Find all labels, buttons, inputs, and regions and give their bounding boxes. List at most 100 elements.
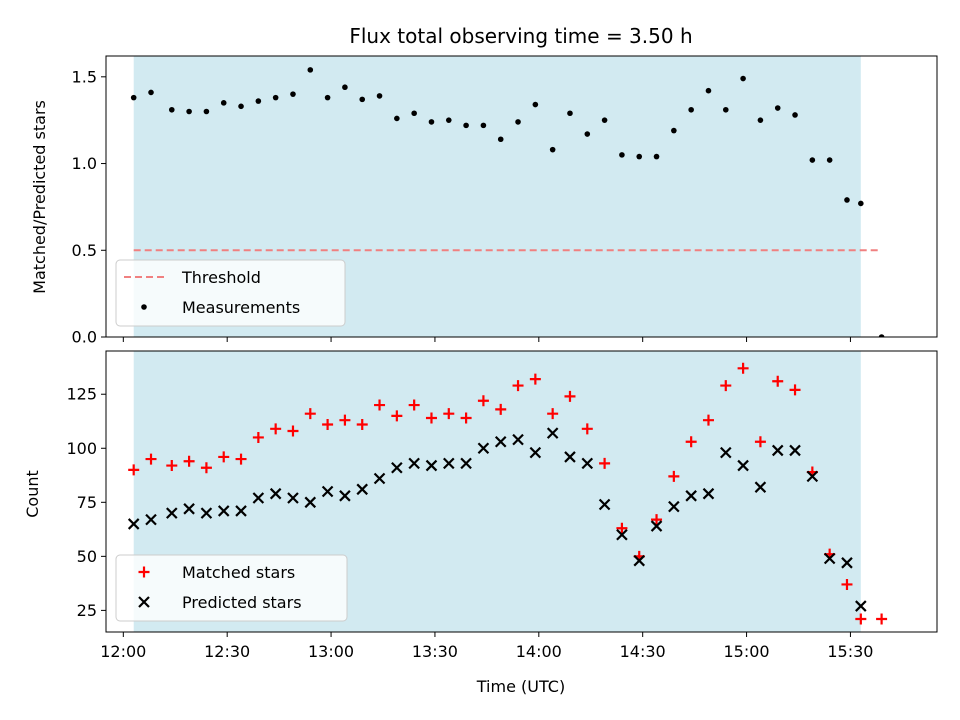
matched-stars-point: [685, 436, 697, 448]
measurement-point: [324, 94, 331, 101]
measurement-point: [549, 146, 556, 153]
predicted-stars-point: [183, 503, 195, 515]
measurement-point: [130, 94, 137, 101]
predicted-stars-point: [339, 490, 351, 502]
measurement-point: [653, 153, 660, 160]
x-tick-label: 13:30: [412, 642, 458, 661]
matched-stars-point: [495, 403, 507, 415]
predicted-stars-point: [737, 459, 749, 472]
matched-stars-point: [547, 408, 559, 420]
predicted-stars-point: [269, 487, 282, 500]
x-axis-label: Time (UTC): [476, 677, 565, 696]
measurement-point: [238, 103, 244, 110]
y-tick-label: 0.5: [72, 241, 97, 260]
x-tick-label: 15:00: [724, 642, 770, 661]
predicted-stars-point: [494, 436, 507, 448]
predicted-stars-point: [356, 483, 369, 496]
top-panel: 0.0 0.5 1.0 1.5 Threshold Measurements: [72, 55, 938, 347]
measurement-point: [497, 136, 504, 143]
legend-label: Predicted stars: [182, 593, 302, 612]
predicted-stars-point: [720, 446, 732, 459]
matched-stars-point: [200, 462, 212, 474]
matched-stars-point: [304, 408, 316, 420]
predicted-stars-point: [702, 487, 715, 500]
predicted-stars-point: [127, 518, 140, 530]
measurement-point: [376, 93, 383, 99]
y-tick-label: 75: [77, 493, 97, 512]
measurement-point: [445, 117, 452, 123]
top-y-axis-label: Matched/Predicted stars: [30, 100, 49, 294]
matched-stars-point: [772, 375, 784, 387]
x-tick-label: 13:00: [308, 642, 354, 661]
predicted-stars-point: [217, 505, 230, 517]
predicted-stars-point: [443, 457, 455, 470]
measurement-point: [809, 157, 816, 163]
measurement-point: [878, 334, 885, 337]
measurement-point: [480, 122, 487, 129]
matched-stars-point: [651, 514, 663, 526]
legend: Matched stars Predicted stars: [115, 554, 348, 622]
x-tick-label: 15:30: [827, 642, 873, 661]
measurement-point: [722, 106, 729, 113]
matched-stars-point: [855, 613, 867, 625]
chart-title: Flux total observing time = 3.50 h: [349, 24, 692, 48]
matched-stars-point: [145, 453, 157, 465]
matched-stars-point: [166, 460, 178, 472]
x-tick-label: 14:00: [516, 642, 562, 661]
measurement-point: [774, 105, 781, 111]
matched-stars-point: [128, 464, 140, 476]
measurement-point: [463, 122, 469, 129]
predicted-stars-point: [321, 485, 334, 498]
predicted-stars-point: [235, 505, 247, 517]
measurement-point: [186, 108, 192, 115]
matched-stars-point: [529, 373, 541, 385]
measurement-point: [858, 200, 864, 207]
measurement-point: [705, 87, 712, 94]
predicted-stars-point: [287, 492, 299, 504]
y-tick-label: 0.0: [72, 328, 97, 347]
legend-label: Measurements: [182, 298, 300, 317]
measurement-point: [567, 110, 573, 117]
predicted-stars-point: [425, 459, 438, 472]
measurement-point: [601, 117, 608, 123]
measurement-point: [168, 106, 175, 113]
predicted-stars-point: [855, 600, 867, 612]
matched-stars-point: [183, 455, 195, 467]
predicted-stars-point: [650, 520, 663, 532]
predicted-stars-point: [771, 444, 784, 457]
measurement-point: [290, 91, 296, 97]
measurement-point: [428, 119, 435, 125]
y-tick-label: 50: [77, 547, 97, 566]
y-tick-label: 125: [66, 385, 97, 404]
predicted-stars-point: [581, 457, 594, 470]
predicted-stars-point: [668, 500, 680, 513]
predicted-stars-point: [529, 446, 542, 459]
predicted-stars-point: [460, 457, 472, 470]
predicted-stars-point: [616, 528, 628, 541]
measurement-point: [671, 127, 677, 134]
predicted-stars-point: [373, 472, 386, 485]
bottom-y-axis-label: Count: [23, 470, 42, 518]
matched-stars-point: [668, 470, 680, 482]
predicted-stars-point: [477, 442, 490, 455]
matched-stars-point: [512, 380, 524, 392]
matched-stars-point: [287, 425, 299, 437]
measurement-point: [342, 84, 348, 91]
predicted-stars-point: [304, 496, 317, 509]
measurement-point: [688, 106, 694, 113]
measurement-point: [636, 153, 643, 160]
predicted-stars-point: [512, 433, 524, 446]
matched-stars-point: [235, 453, 247, 465]
axes-frame: [105, 350, 938, 633]
matched-stars-point: [322, 418, 334, 430]
matched-stars-point: [754, 436, 766, 448]
measurement-point: [272, 94, 279, 101]
matched-stars-point: [339, 414, 351, 426]
legend-label: Threshold: [181, 268, 261, 287]
x-tick-label: 14:30: [620, 642, 666, 661]
axes-frame: [105, 55, 938, 338]
matched-stars-point: [737, 362, 749, 374]
matched-stars-point: [477, 395, 489, 407]
x-tick-label: 12:00: [100, 642, 146, 661]
legend-label: Matched stars: [182, 563, 295, 582]
